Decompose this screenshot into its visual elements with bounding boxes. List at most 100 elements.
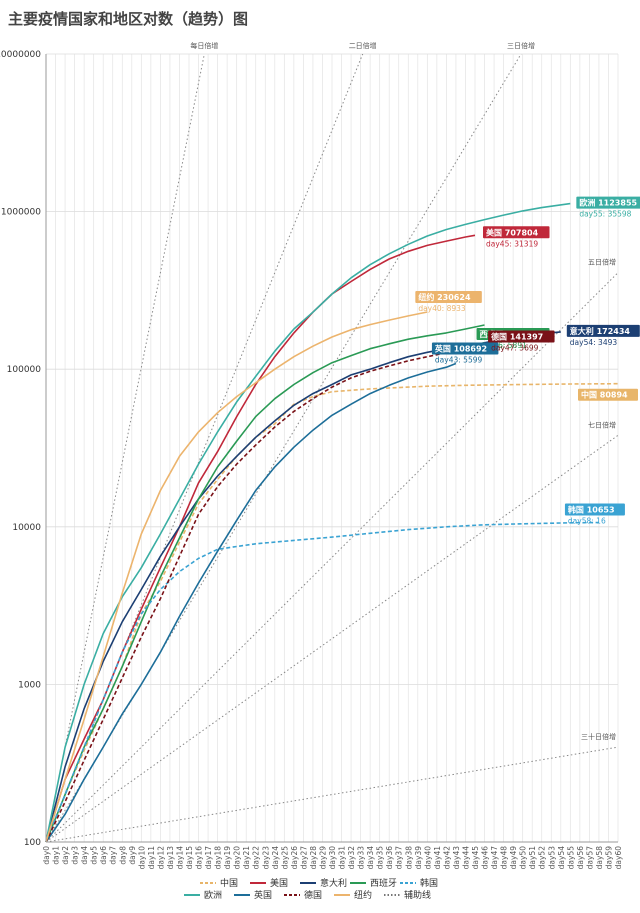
- x-tick-label: day16: [195, 846, 204, 870]
- callout-sub: day46: 5891: [480, 341, 528, 350]
- x-tick-label: day49: [509, 846, 518, 870]
- legend-label: 美国: [270, 877, 288, 889]
- callout-box: [576, 196, 640, 209]
- callout-box: [564, 503, 625, 516]
- x-tick-label: day19: [223, 846, 232, 870]
- x-tick-label: day58: [595, 846, 604, 870]
- x-tick-label: day1: [52, 846, 61, 865]
- x-tick-label: day60: [614, 846, 623, 870]
- x-tick-label: day44: [461, 846, 470, 870]
- callout-box: [431, 342, 499, 355]
- x-tick-label: day38: [404, 846, 413, 870]
- callout-sub: day55: 35598: [579, 210, 631, 219]
- callout-sub: day43: 5599: [435, 355, 483, 364]
- guide-line: [46, 434, 618, 842]
- legend-label: 英国: [254, 889, 272, 901]
- x-tick-label: day28: [309, 846, 318, 870]
- legend-label: 德国: [304, 889, 322, 901]
- y-tick-label: 100: [24, 838, 41, 848]
- x-tick-label: day50: [519, 846, 528, 870]
- callout-sub: day47: 3699: [491, 343, 539, 352]
- x-tick-label: day52: [538, 846, 547, 870]
- series-line: [45, 521, 599, 843]
- chart-title: 主要疫情国家和地区对数（趋势）图: [8, 10, 249, 28]
- x-tick-label: day32: [347, 846, 356, 870]
- x-tick-label: day57: [585, 846, 594, 870]
- series-line: [45, 311, 428, 843]
- guide-label: 每日倍增: [190, 41, 218, 50]
- callout-sub: day58: 16: [568, 516, 606, 525]
- x-tick-label: day10: [137, 846, 146, 870]
- x-tick-label: day5: [90, 846, 99, 865]
- grid: [45, 53, 619, 843]
- x-tick-label: day34: [366, 846, 375, 870]
- callout-label: 英国 108692: [434, 343, 487, 353]
- series-line: [45, 234, 476, 843]
- guide-label: 五日倍增: [588, 258, 616, 267]
- x-tick-label: day15: [185, 846, 194, 870]
- x-tick-label: day42: [442, 846, 451, 870]
- callout-box: [488, 330, 555, 343]
- x-tick-label: day37: [395, 846, 404, 870]
- x-tick-label: day30: [328, 846, 337, 870]
- callout-label: 意大利 172434: [570, 326, 631, 336]
- x-tick-label: day36: [385, 846, 394, 870]
- x-tick-label: day33: [357, 846, 366, 870]
- x-tick-label: day9: [128, 846, 137, 865]
- callout-sub: day40: 8933: [418, 304, 466, 313]
- x-tick-label: day41: [433, 846, 442, 870]
- callout-box: [483, 226, 550, 239]
- x-tick-label: day8: [118, 846, 127, 865]
- y-tick-label: 1000000: [1, 208, 41, 218]
- x-tick-label: day45: [471, 846, 480, 870]
- callout-sub: day45: 31319: [486, 239, 538, 248]
- x-tick-label: day12: [156, 846, 165, 870]
- series-line: [45, 344, 495, 843]
- x-tick-label: day7: [109, 846, 118, 865]
- series-line: [45, 202, 571, 843]
- callout-sub: day54: 3493: [570, 338, 618, 347]
- x-tick-label: day18: [214, 846, 223, 870]
- callout-label: 纽约 230624: [418, 292, 471, 302]
- callouts: 中国 80894 美国 707804 day45: 31319 意大利 172434 d…: [415, 196, 640, 525]
- x-tick-label: day56: [576, 846, 585, 870]
- x-tick-label: day13: [166, 846, 175, 870]
- x-tick-label: day17: [204, 846, 213, 870]
- series-lines: [45, 202, 619, 843]
- x-tick-label: day25: [280, 846, 289, 870]
- callout-label: 韩国 10653: [568, 504, 615, 514]
- callout-label: 中国 80894: [581, 390, 628, 400]
- x-tick-label: day24: [271, 846, 280, 870]
- x-tick-label: day29: [318, 846, 327, 870]
- x-tick-label: day0: [42, 846, 51, 865]
- x-tick-label: day39: [414, 846, 423, 870]
- callout-label: 欧洲 1123855: [579, 198, 637, 208]
- legend-label: 纽约: [354, 889, 372, 901]
- x-tick-label: day51: [528, 846, 537, 870]
- y-tick-label: 10000: [12, 523, 41, 533]
- x-tick-label: day40: [423, 846, 432, 870]
- x-tick-label: day47: [490, 846, 499, 870]
- y-tick-label: 1000: [18, 680, 41, 690]
- x-tick-label: day48: [500, 846, 509, 870]
- guide-line: [46, 272, 618, 842]
- guide-label: 七日倍增: [588, 420, 616, 429]
- legend-label: 意大利: [320, 877, 347, 889]
- x-tick-label: day11: [147, 846, 156, 870]
- x-tick-label: day35: [376, 846, 385, 870]
- x-tick-label: day14: [175, 846, 184, 870]
- axes: 100100010000100000100000010000000day0day…: [0, 41, 623, 869]
- x-tick-label: day4: [80, 846, 89, 865]
- x-tick-label: day22: [252, 846, 261, 870]
- x-tick-label: day59: [604, 846, 613, 870]
- y-tick-label: 100000: [7, 365, 42, 375]
- legend-label: 欧洲: [204, 889, 222, 901]
- x-tick-label: day27: [299, 846, 308, 870]
- legend-label: 西班牙: [370, 877, 397, 889]
- series-line: [45, 362, 457, 843]
- callout-box: [578, 388, 638, 401]
- callout-label: 美国 707804: [486, 227, 539, 237]
